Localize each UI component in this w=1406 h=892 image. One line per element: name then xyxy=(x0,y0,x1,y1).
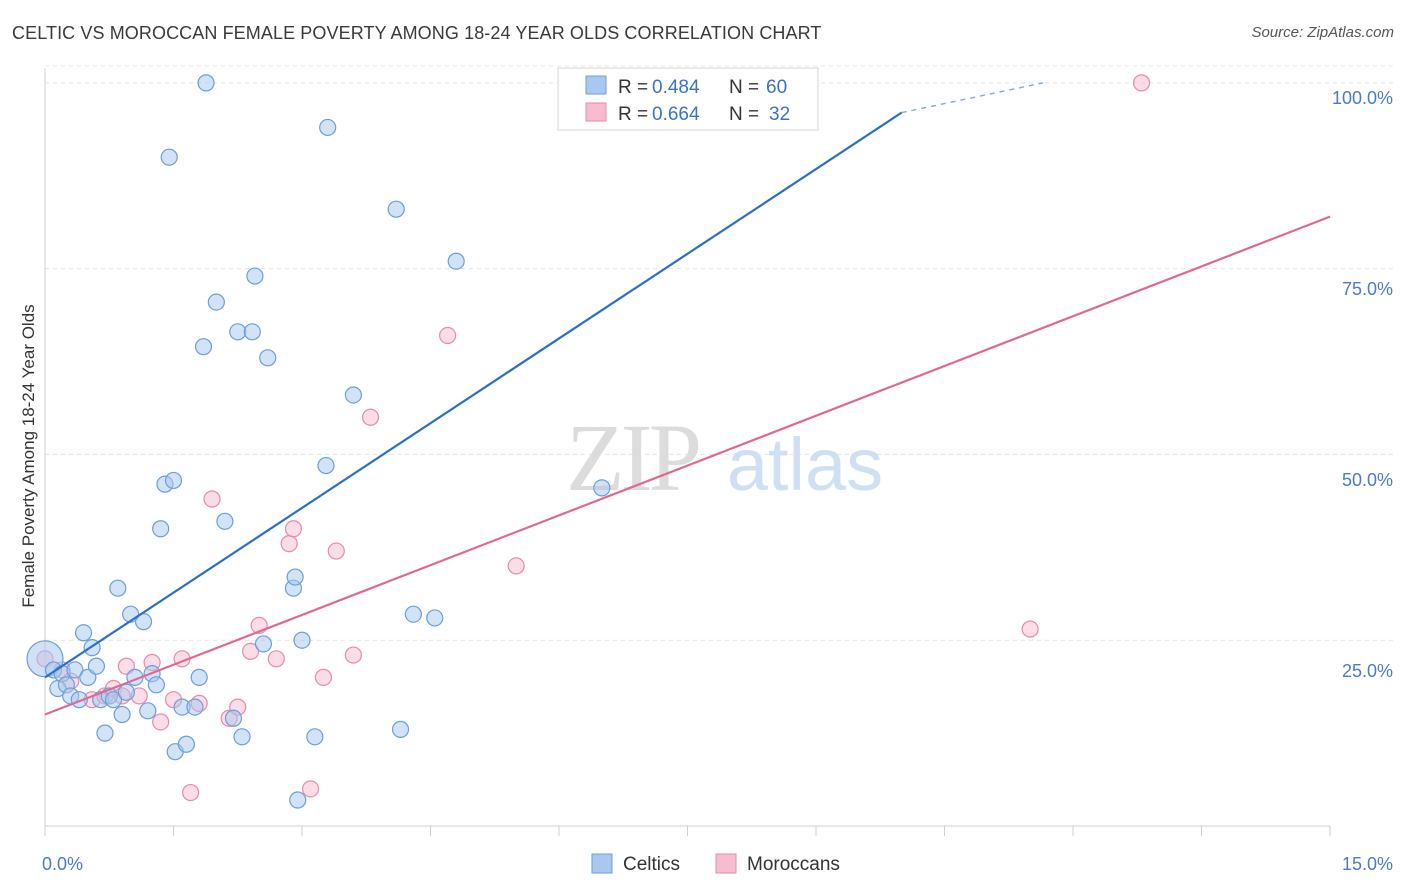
celtics-point xyxy=(391,720,410,738)
celtics-point xyxy=(426,609,444,627)
celtics-point xyxy=(254,635,273,653)
celtics-point xyxy=(593,479,611,497)
celtics-point xyxy=(186,698,204,716)
celtics-point xyxy=(233,728,251,746)
gridlines xyxy=(45,65,1395,641)
moroccans-point xyxy=(1132,74,1151,92)
legend-celtics-swatch xyxy=(591,853,613,874)
y-axis-label: Female Poverty Among 18-24 Year Olds xyxy=(19,304,38,607)
celtics-point xyxy=(229,323,247,341)
celtics-r-value: 0.484 xyxy=(652,77,700,98)
celtics-swatch xyxy=(585,75,607,95)
moroccans-point xyxy=(1021,620,1039,638)
celtics-point xyxy=(194,338,213,356)
celtics-r-label: R = xyxy=(618,77,653,98)
moroccans-point xyxy=(280,535,298,553)
celtics-point xyxy=(74,624,93,642)
celtics-point xyxy=(104,691,123,709)
moroccans-point xyxy=(314,668,333,686)
celtics-point xyxy=(109,579,127,597)
moroccans-point xyxy=(182,783,200,802)
celtics-point xyxy=(293,631,311,649)
watermark-atlas: atlas xyxy=(727,423,883,506)
y-tick-75: 75.0% xyxy=(1342,279,1393,299)
x-tick-max: 15.0% xyxy=(1342,854,1393,874)
celtics-point xyxy=(306,728,324,746)
celtics-point xyxy=(259,349,277,367)
moroccans-point xyxy=(203,490,221,508)
moroccans-point xyxy=(284,520,303,538)
celtics-point xyxy=(87,657,106,675)
x-tick-min: 0.0% xyxy=(42,854,83,874)
stats-legend: R = 0.484 N = 60 R = 0.664 N = 32 xyxy=(557,67,819,131)
celtics-point xyxy=(197,74,215,92)
legend-moroccans-label: Moroccans xyxy=(747,854,840,875)
moroccans-trend-line xyxy=(44,215,1331,716)
celtics-point xyxy=(224,709,243,727)
moroccans-r-value: 0.664 xyxy=(652,104,700,125)
y-tick-100: 100.0% xyxy=(1332,88,1393,108)
celtics-point xyxy=(207,293,225,311)
celtics-trend-extension xyxy=(901,82,1044,114)
y-tick-25: 25.0% xyxy=(1342,661,1393,681)
celtics-point xyxy=(317,456,335,475)
moroccans-point xyxy=(267,650,285,668)
moroccans-point xyxy=(439,326,457,345)
celtics-points xyxy=(26,74,757,809)
moroccans-point xyxy=(344,646,362,664)
celtics-point xyxy=(160,148,178,166)
moroccans-point xyxy=(152,713,170,731)
celtics-point xyxy=(243,323,261,341)
celtics-point xyxy=(66,661,84,679)
legend-moroccans-swatch xyxy=(715,853,737,874)
chart-source: Source: ZipAtlas.com xyxy=(1251,24,1394,41)
moroccans-point xyxy=(301,780,320,798)
celtics-point xyxy=(387,200,405,218)
watermark-zip: ZIP xyxy=(566,404,699,511)
legend-celtics-label: Celtics xyxy=(623,854,680,875)
y-tick-50: 50.0% xyxy=(1342,470,1393,490)
celtics-point xyxy=(319,118,337,137)
celtics-point xyxy=(96,724,114,742)
moroccans-n-label: N = xyxy=(729,104,764,125)
celtics-point xyxy=(289,791,307,809)
moroccans-point xyxy=(327,542,345,560)
celtics-point xyxy=(164,471,183,490)
watermark: ZIP atlas xyxy=(566,404,883,511)
celtics-n-label: N = xyxy=(729,77,764,98)
trend-lines xyxy=(44,82,1331,716)
celtics-point xyxy=(152,520,170,538)
celtics-point xyxy=(286,568,304,586)
celtics-point xyxy=(190,668,208,686)
moroccans-point xyxy=(507,557,525,575)
celtics-point xyxy=(139,702,157,720)
celtics-point xyxy=(246,267,264,285)
moroccans-r-label: R = xyxy=(618,104,653,125)
celtics-point xyxy=(216,512,234,530)
celtics-point xyxy=(404,605,422,623)
moroccans-swatch xyxy=(585,102,607,122)
moroccans-point xyxy=(242,642,260,660)
celtics-point xyxy=(447,252,465,270)
moroccans-n-value: 32 xyxy=(769,104,790,125)
celtics-point xyxy=(147,676,165,694)
chart-title: CELTIC VS MOROCCAN FEMALE POVERTY AMONG … xyxy=(12,23,822,43)
axes xyxy=(44,68,1331,836)
celtics-point xyxy=(117,683,135,701)
moroccans-point xyxy=(361,408,380,426)
celtics-trend-line xyxy=(44,111,903,679)
y-tick-labels: 25.0% 50.0% 75.0% 100.0% xyxy=(1332,88,1393,681)
celtics-n-value: 60 xyxy=(766,77,787,98)
series-legend: Celtics Moroccans xyxy=(591,853,840,875)
celtics-point xyxy=(344,386,362,404)
celtics-point xyxy=(177,735,195,753)
celtics-point xyxy=(113,705,131,724)
